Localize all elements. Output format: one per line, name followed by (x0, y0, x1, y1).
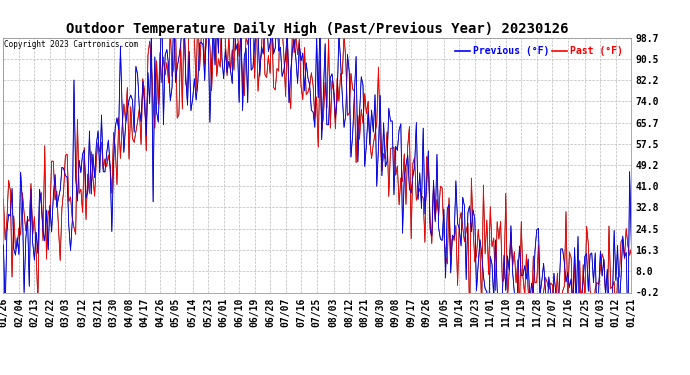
Text: Copyright 2023 Cartronics.com: Copyright 2023 Cartronics.com (4, 40, 138, 49)
Legend: Previous (°F), Past (°F): Previous (°F), Past (°F) (451, 42, 627, 60)
Title: Outdoor Temperature Daily High (Past/Previous Year) 20230126: Outdoor Temperature Daily High (Past/Pre… (66, 22, 569, 36)
